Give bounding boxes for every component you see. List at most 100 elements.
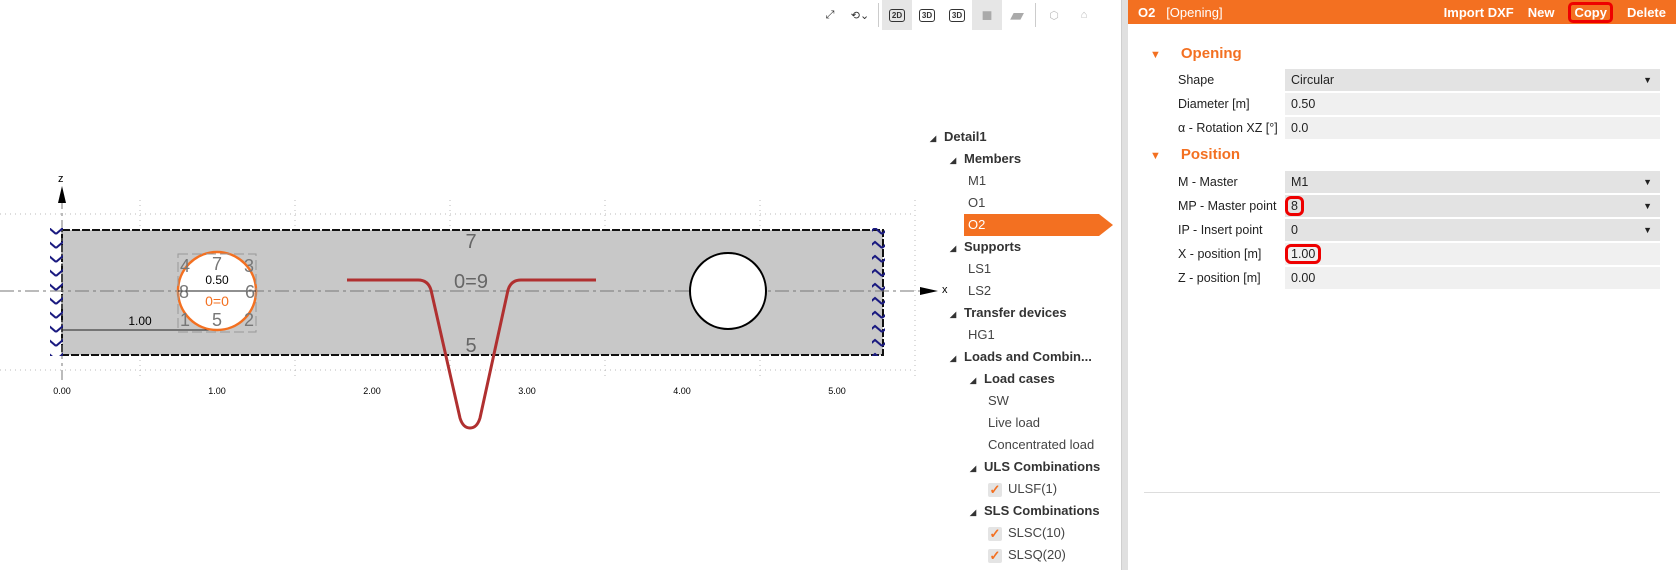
z-position-input[interactable]: 0.00 bbox=[1285, 267, 1660, 289]
svg-text:2: 2 bbox=[244, 310, 254, 330]
svg-text:8: 8 bbox=[179, 282, 189, 302]
rotate-icon[interactable]: ⟲⌄ bbox=[850, 9, 870, 22]
support-ls1[interactable] bbox=[50, 228, 63, 356]
tree-item-ulsf1[interactable]: ✓ ULSF(1) bbox=[988, 481, 1058, 497]
home-icon[interactable]: ⌂ bbox=[1080, 9, 1088, 21]
diameter-label: Diameter [m] bbox=[1178, 97, 1250, 111]
tree-item-o1[interactable]: O1 bbox=[968, 195, 986, 210]
properties-panel: O2 [Opening] Import DXF New Copy Delete … bbox=[1128, 0, 1676, 570]
z-axis-label: z bbox=[58, 173, 64, 185]
x-axis-label: x bbox=[942, 284, 948, 296]
master-select[interactable]: M1 bbox=[1285, 171, 1660, 193]
expand-icon: ◢ bbox=[930, 134, 937, 143]
tree-group-members[interactable]: ◢ Members bbox=[950, 151, 1022, 166]
panel-splitter[interactable] bbox=[1121, 0, 1128, 570]
insert-point-select[interactable]: 0 bbox=[1285, 219, 1660, 241]
divider bbox=[1035, 3, 1036, 27]
tree-item-m1[interactable]: M1 bbox=[968, 173, 987, 188]
x-axis-arrow-icon bbox=[920, 287, 938, 295]
tree-item-concentrated-load[interactable]: Concentrated load bbox=[988, 437, 1095, 452]
tree-item-ls1[interactable]: LS1 bbox=[968, 261, 992, 276]
tick-label: 0.00 bbox=[53, 386, 71, 396]
tick-label: 1.00 bbox=[208, 386, 226, 396]
checkbox-checked-icon[interactable]: ✓ bbox=[988, 481, 1002, 497]
tree-group-transfer-devices[interactable]: ◢ Transfer devices bbox=[950, 305, 1067, 320]
opening-bbox bbox=[177, 253, 257, 333]
svg-text:7: 7 bbox=[212, 254, 222, 274]
x-position-label: X - position [m] bbox=[1178, 247, 1262, 261]
shape-label: Shape bbox=[1178, 73, 1215, 87]
opening-o1[interactable] bbox=[689, 252, 767, 330]
member-drawing: x z 0.00 1.00 2.00 3.00 4.00 5.00 7 0=9 … bbox=[0, 173, 948, 430]
tree-item-slsc10[interactable]: ✓ SLSC(10) bbox=[988, 525, 1066, 541]
object-name: O2 bbox=[1138, 4, 1156, 20]
tree-group-uls[interactable]: ◢ ULS Combinations bbox=[970, 459, 1101, 474]
z-position-label: Z - position [m] bbox=[1178, 271, 1261, 285]
svg-text:5: 5 bbox=[212, 310, 222, 330]
dimension-x-label: 1.00 bbox=[128, 314, 152, 328]
opening-point-labels: 4 7 3 8 6 1 5 2 bbox=[179, 254, 255, 330]
divider bbox=[878, 3, 879, 27]
shape-select[interactable]: Circular bbox=[1285, 69, 1660, 91]
tick-label: 5.00 bbox=[828, 386, 846, 396]
view-2d-button[interactable]: 2D bbox=[882, 0, 912, 30]
svg-text:5: 5 bbox=[465, 335, 476, 357]
dimension-diameter-label: 0.50 bbox=[205, 273, 229, 287]
model-tree: ◢ Detail1 ◢ Members M1 O1 O2 ◢ Supports LS1… bbox=[930, 126, 1120, 566]
svg-text:4: 4 bbox=[180, 256, 190, 276]
insert-point-label: IP - Insert point bbox=[1178, 223, 1263, 237]
master-label: M - Master bbox=[1178, 175, 1238, 189]
tree-item-slsq20[interactable]: ✓ SLSQ(20) bbox=[988, 547, 1066, 563]
x-position-input[interactable]: 1.00 bbox=[1285, 243, 1660, 265]
view-toolbar: ⤢ ⟲⌄ 2D 3D 3D ■ ▰ ⬡ ⌂ bbox=[815, 0, 1099, 30]
svg-text:7: 7 bbox=[465, 231, 476, 253]
tree-item-ls2[interactable]: LS2 bbox=[968, 283, 992, 298]
tree-group-sls[interactable]: ◢ SLS Combinations bbox=[970, 503, 1100, 518]
tree-item-hg1[interactable]: HG1 bbox=[968, 327, 995, 342]
panel-header: O2 [Opening] Import DXF New Copy Delete bbox=[1128, 0, 1676, 24]
view-3d-plus-button[interactable]: 3D bbox=[942, 0, 972, 30]
svg-text:3: 3 bbox=[244, 256, 254, 276]
tree-root[interactable]: ◢ Detail1 bbox=[930, 126, 1120, 148]
svg-text:1: 1 bbox=[180, 310, 190, 330]
wireframe-icon[interactable]: ⬡ bbox=[1049, 9, 1059, 22]
tree-item-sw[interactable]: SW bbox=[988, 393, 1009, 408]
svg-text:0=9: 0=9 bbox=[454, 271, 488, 293]
rotation-label: α - Rotation XZ [°] bbox=[1178, 121, 1278, 135]
checkbox-checked-icon[interactable]: ✓ bbox=[988, 547, 1002, 563]
support-ls2[interactable] bbox=[872, 228, 885, 356]
tick-label: 2.00 bbox=[363, 386, 381, 396]
member-point-labels: 7 0=9 5 bbox=[454, 231, 488, 357]
collapse-icon: ▼ bbox=[1150, 49, 1161, 61]
section-position[interactable]: ▼ Position bbox=[1150, 146, 1241, 163]
divider bbox=[1144, 492, 1660, 493]
object-type: [Opening] bbox=[1166, 4, 1223, 20]
section-opening[interactable]: ▼ Opening bbox=[1150, 45, 1242, 62]
box-icon[interactable]: ▰ bbox=[1010, 4, 1024, 25]
z-axis-arrow-icon bbox=[58, 186, 66, 203]
copy-button[interactable]: Copy bbox=[1568, 1, 1613, 23]
import-dxf-button[interactable]: Import DXF bbox=[1443, 4, 1514, 20]
transfer-device-hg1[interactable] bbox=[347, 278, 596, 430]
new-button[interactable]: New bbox=[1527, 4, 1555, 20]
master-point-label: MP - Master point bbox=[1178, 199, 1277, 213]
solid-icon[interactable]: ■ bbox=[972, 0, 1002, 30]
tick-label: 3.00 bbox=[518, 386, 536, 396]
fit-view-icon[interactable]: ⤢ bbox=[825, 8, 835, 21]
view-3d-button[interactable]: 3D bbox=[912, 0, 942, 30]
x-ticks: 0.00 1.00 2.00 3.00 4.00 5.00 bbox=[53, 386, 846, 396]
drawing-canvas[interactable]: x z 0.00 1.00 2.00 3.00 4.00 5.00 7 0=9 … bbox=[0, 0, 1121, 570]
tree-item-o2-selected[interactable]: O2 bbox=[964, 214, 1113, 236]
svg-text:6: 6 bbox=[245, 282, 255, 302]
tree-group-loads[interactable]: ◢ Loads and Combin... bbox=[950, 349, 1092, 364]
master-point-select[interactable]: 8 bbox=[1285, 195, 1660, 217]
tick-label: 4.00 bbox=[673, 386, 691, 396]
checkbox-checked-icon[interactable]: ✓ bbox=[988, 525, 1002, 541]
tree-group-load-cases[interactable]: ◢ Load cases bbox=[970, 371, 1055, 386]
rotation-input[interactable]: 0.0 bbox=[1285, 117, 1660, 139]
diameter-input[interactable]: 0.50 bbox=[1285, 93, 1660, 115]
collapse-icon: ▼ bbox=[1150, 150, 1161, 162]
tree-item-live-load[interactable]: Live load bbox=[988, 415, 1041, 430]
tree-group-supports[interactable]: ◢ Supports bbox=[950, 239, 1022, 254]
delete-button[interactable]: Delete bbox=[1626, 4, 1666, 20]
